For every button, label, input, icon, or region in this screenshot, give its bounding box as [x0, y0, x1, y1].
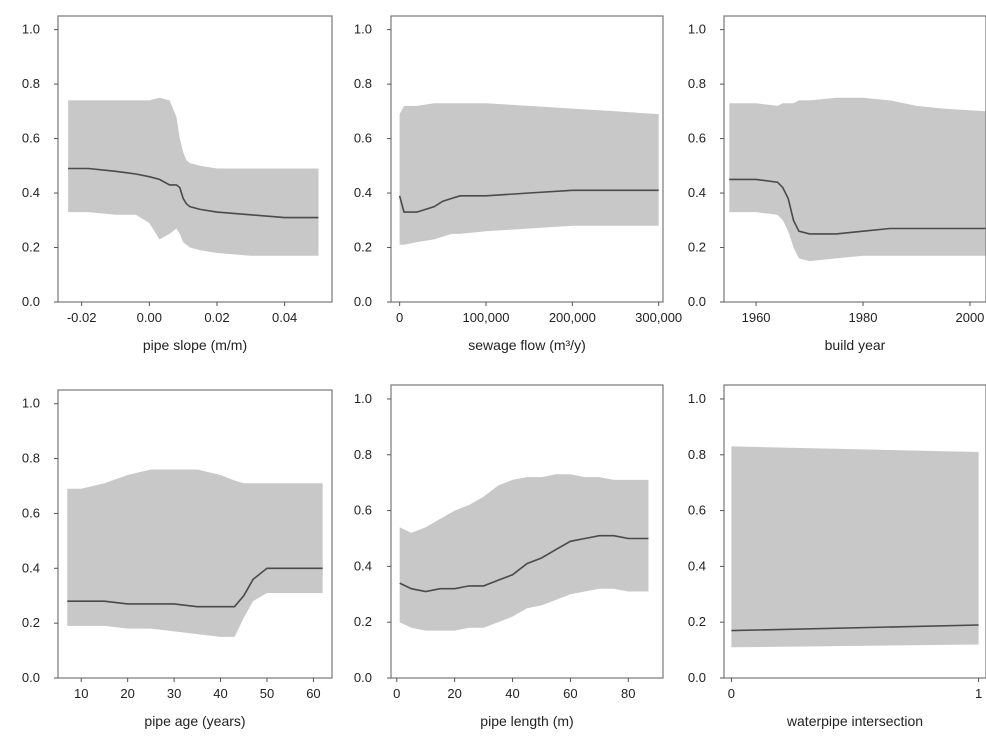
x-tick-label: 80	[621, 686, 635, 701]
x-tick-label: 1980	[849, 310, 878, 325]
x-tick-label: 60	[306, 686, 320, 701]
confidence-band	[731, 446, 979, 648]
y-tick-label: 0.0	[688, 294, 706, 309]
y-tick-label: 0.6	[688, 503, 706, 518]
x-tick-label: 1	[975, 686, 982, 701]
y-tick-label: 0.4	[688, 558, 706, 573]
series-line	[729, 178, 986, 235]
x-axis-label: pipe age (years)	[144, 713, 245, 729]
y-tick-label: 0.2	[22, 240, 40, 255]
plot-frame	[723, 384, 986, 679]
x-axis-label: sewage flow (m³/y)	[468, 337, 585, 353]
confidence-band	[399, 103, 659, 245]
y-tick-label: 1.0	[354, 391, 372, 406]
y-tick-label: 1.0	[688, 391, 706, 406]
x-tick-label: 100,000	[462, 310, 509, 325]
x-axis-label: pipe slope (m/m)	[143, 337, 247, 353]
y-tick-label: 0.6	[354, 503, 372, 518]
x-tick-label: 60	[563, 686, 577, 701]
chart-panel-6: 0.0 0.2 0.4 0.6 0.8 1.0 0 1 waterpipe intersecti…	[688, 384, 986, 729]
x-tick-label: 10	[74, 686, 88, 701]
x-tick-label: 0	[396, 310, 403, 325]
y-tick-label: 0.8	[22, 451, 40, 466]
plot-frame	[390, 15, 664, 303]
y-tick-label: 1.0	[22, 22, 40, 37]
y-tick-label: 0.2	[688, 614, 706, 629]
x-axis-label: build year	[825, 337, 886, 353]
y-tick-label: 0.8	[688, 447, 706, 462]
y-tick-label: 0.0	[354, 294, 372, 309]
x-tick-label: 40	[213, 686, 227, 701]
y-tick-label: 0.0	[354, 670, 372, 685]
x-tick-label: 0.04	[272, 310, 297, 325]
y-tick-label: 0.2	[354, 240, 372, 255]
y-tick-label: 0.8	[688, 76, 706, 91]
y-tick-label: 0.4	[354, 185, 372, 200]
y-tick-label: 1.0	[688, 22, 706, 37]
y-tick-label: 0.4	[688, 185, 706, 200]
series-line	[399, 534, 649, 593]
chart-panel-5: 0.0 0.2 0.4 0.6 0.8 1.0 0 20 40 60 80 pipe length (…	[354, 384, 664, 729]
y-tick-label: 0.8	[354, 447, 372, 462]
y-tick-label: 0.4	[22, 185, 40, 200]
confidence-band	[67, 469, 323, 637]
y-tick-label: 0.8	[22, 76, 40, 91]
y-tick-label: 1.0	[354, 22, 372, 37]
y-tick-label: 0.6	[688, 131, 706, 146]
y-tick-label: 0.0	[688, 670, 706, 685]
y-tick-label: 0.6	[22, 131, 40, 146]
x-tick-label: 200,000	[549, 310, 596, 325]
chart-panel-4: 0.0 0.2 0.4 0.6 0.8 1.0 10 20 30 40 50 60 pipe age (…	[22, 389, 333, 729]
x-axis-label: pipe length (m)	[480, 713, 573, 729]
x-tick-label: 20	[120, 686, 134, 701]
y-tick-label: 0.0	[22, 670, 40, 685]
x-tick-label: 0	[393, 686, 400, 701]
series-line	[67, 567, 323, 608]
confidence-band	[68, 97, 319, 256]
chart-panel-3: 0.0 0.2 0.4 0.6 0.8 1.0 1960 1980 2000 build year	[688, 15, 986, 353]
confidence-band	[729, 97, 986, 262]
chart-panel-2: 0.0 0.2 0.4 0.6 0.8 1.0 0 100,000 200,000 300,000…	[354, 15, 682, 353]
x-axis-label: waterpipe intersection	[786, 713, 923, 729]
x-tick-label: 0.00	[137, 310, 162, 325]
series-line	[68, 167, 319, 219]
x-tick-label: 2000	[955, 310, 984, 325]
x-tick-label: 50	[260, 686, 274, 701]
y-tick-label: 0.2	[354, 614, 372, 629]
series-line	[398, 189, 659, 213]
y-tick-label: 0.8	[354, 76, 372, 91]
x-tick-label: 1960	[742, 310, 771, 325]
plot-frame	[57, 15, 333, 303]
plot-frame	[723, 15, 986, 303]
y-tick-label: 0.2	[22, 615, 40, 630]
y-tick-label: 0.4	[354, 558, 372, 573]
y-tick-label: 0.0	[22, 294, 40, 309]
y-tick-label: 0.4	[22, 560, 40, 575]
y-tick-label: 1.0	[22, 396, 40, 411]
x-tick-label: 30	[167, 686, 181, 701]
x-tick-label: 300,000	[635, 310, 682, 325]
x-tick-label: -0.02	[67, 310, 97, 325]
plot-frame	[57, 389, 333, 679]
x-tick-label: 20	[447, 686, 461, 701]
x-tick-label: 0	[728, 686, 735, 701]
plot-frame	[390, 384, 664, 679]
confidence-band	[399, 474, 649, 631]
series-line	[731, 624, 979, 632]
y-tick-label: 0.2	[688, 240, 706, 255]
chart-panel-1: 0.0 0.2 0.4 0.6 0.8 1.0 -0.02 0.00 0.02 0.04 pipe …	[22, 15, 333, 353]
x-tick-label: 40	[505, 686, 519, 701]
y-tick-label: 0.6	[354, 131, 372, 146]
x-tick-label: 0.02	[204, 310, 229, 325]
y-tick-label: 0.6	[22, 505, 40, 520]
